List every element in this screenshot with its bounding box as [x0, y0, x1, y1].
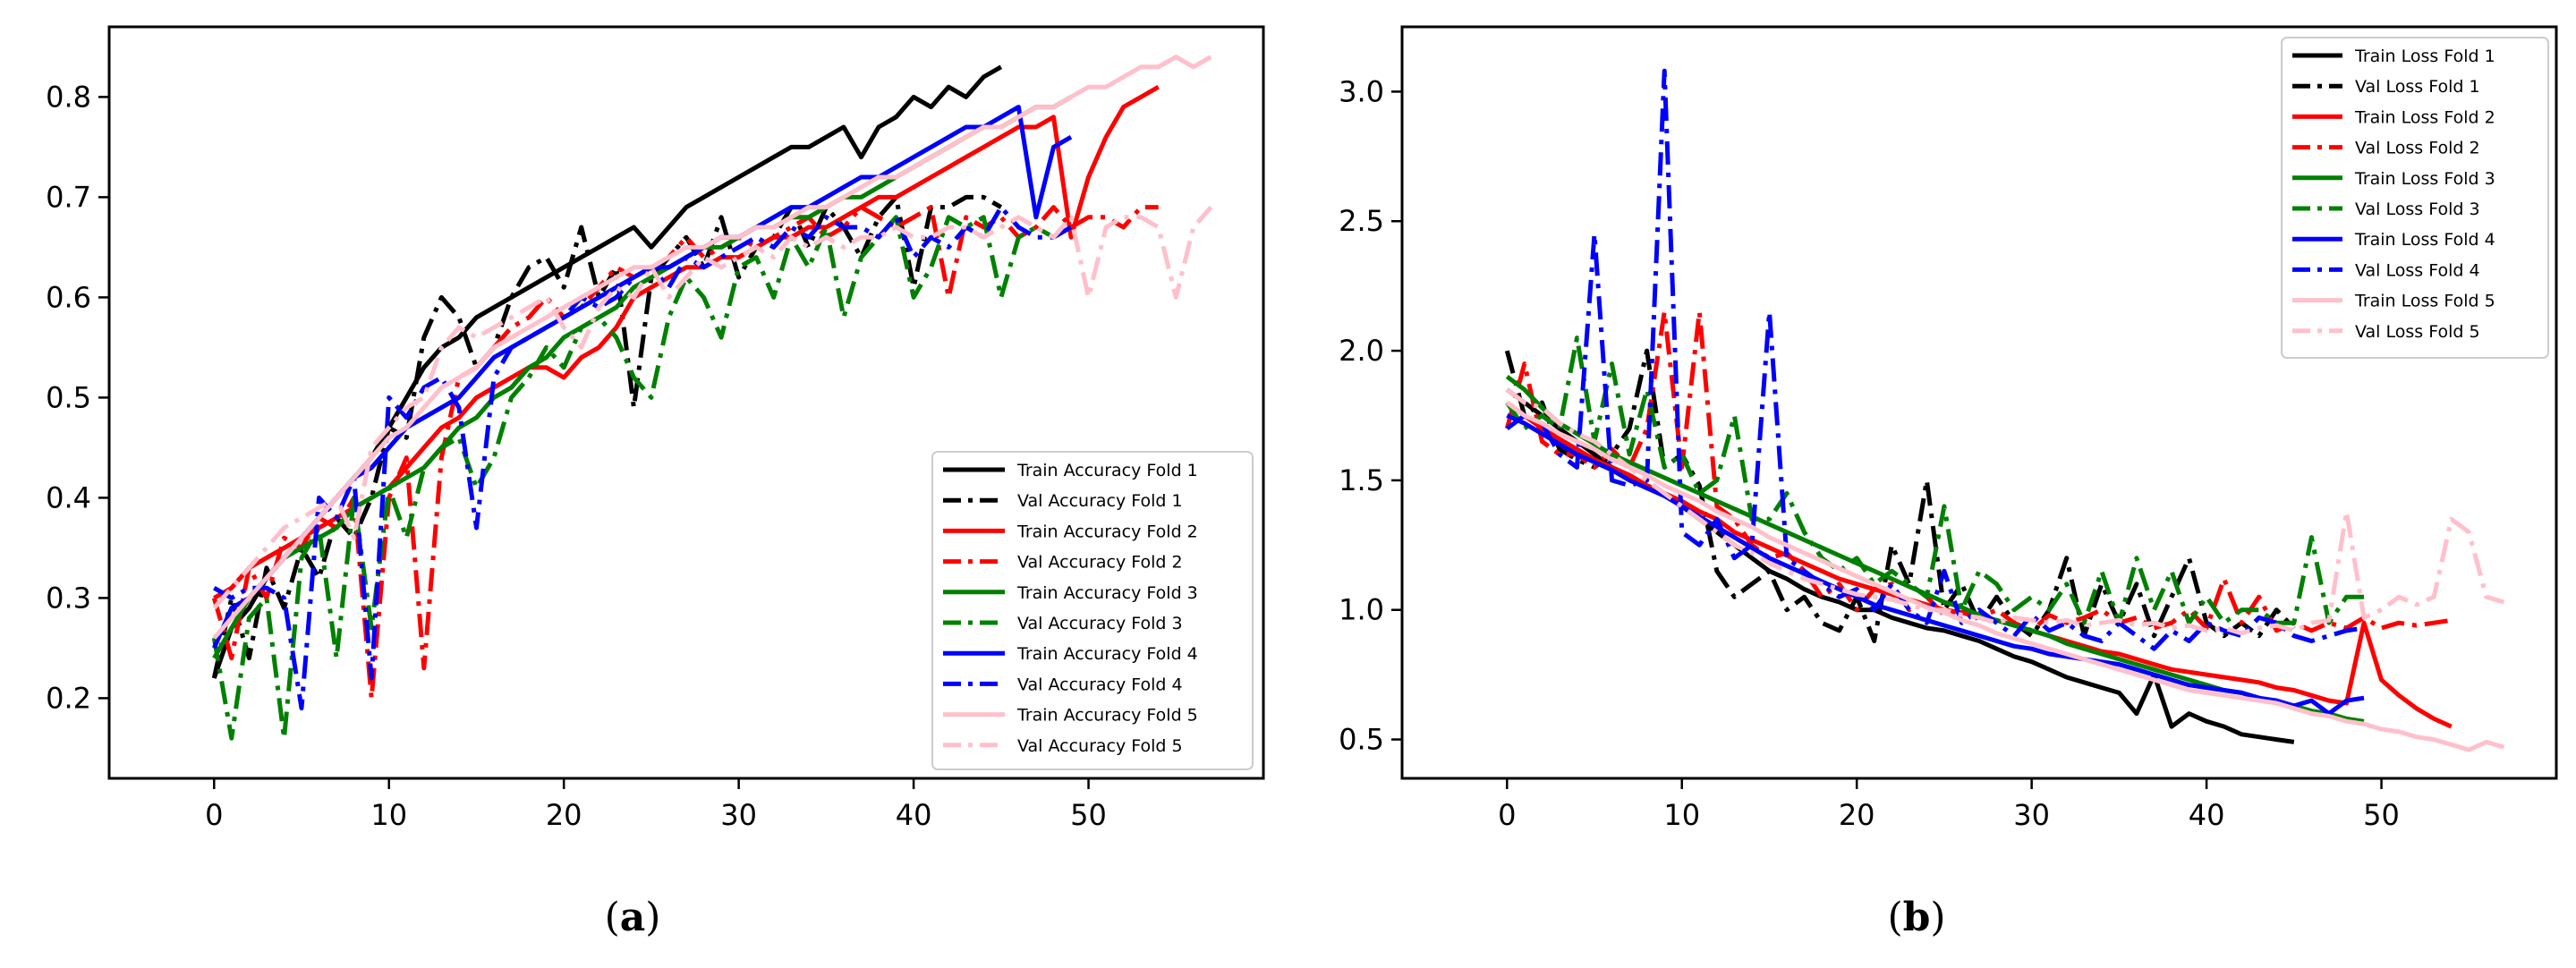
- legend-label: Train Loss Fold 4: [2354, 230, 2495, 250]
- y-tick-label: 0.2: [46, 681, 91, 715]
- series-group: [1504, 68, 2505, 752]
- series-line-10: [212, 205, 1213, 610]
- legend-label: Train Loss Fold 5: [2354, 292, 2495, 311]
- series-line-9: [1505, 400, 2505, 752]
- legend-label: Train Loss Fold 2: [2354, 107, 2495, 127]
- x-tick-label: 50: [1070, 798, 1107, 832]
- series-line-2: [211, 194, 1003, 679]
- x-tick-label: 20: [546, 798, 582, 832]
- y-tick-label: 2.0: [1339, 334, 1384, 368]
- legend: Train Accuracy Fold 1 Val Accuracy Fold 1…: [931, 451, 1254, 770]
- series-line-6: [1505, 335, 2364, 625]
- x-tick-label: 10: [370, 798, 407, 832]
- x-tick-label: 40: [896, 798, 932, 832]
- series-line-8: [1505, 68, 2365, 651]
- y-tick-label: 3.0: [1339, 74, 1384, 108]
- series-line-9: [212, 55, 1212, 640]
- legend-label: Train Loss Fold 1: [2354, 47, 2495, 66]
- x-tick-label: 30: [2013, 798, 2050, 832]
- x-tick-label: 0: [1498, 798, 1516, 832]
- x-tick-label: 10: [1663, 798, 1700, 832]
- y-tick-label: 0.4: [46, 480, 91, 514]
- y-tick-label: 0.5: [1339, 723, 1384, 757]
- legend-box: [2281, 37, 2549, 359]
- panel-b-loss: 0 10 20 30 40 50 0.5 1.0 1.5 2.0 2.5 3.0 Train Loss …: [1339, 25, 2558, 940]
- y-tick-label: 0.7: [46, 180, 91, 214]
- legend-label: Val Loss Fold 3: [2355, 200, 2480, 219]
- y-tick-label: 0.6: [46, 280, 91, 314]
- y-tick-label: 0.5: [46, 380, 91, 414]
- x-tick-label: 20: [1839, 798, 1875, 832]
- legend: Train Loss Fold 1 Val Loss Fold 1 Train Lo…: [2281, 37, 2549, 359]
- legend-label: Train Accuracy Fold 3: [1016, 583, 1198, 603]
- legend-label: Val Accuracy Fold 5: [1017, 736, 1183, 756]
- legend-label: Train Accuracy Fold 1: [1016, 461, 1198, 480]
- y-tick-label: 0.3: [46, 581, 91, 615]
- x-tick-label: 50: [2363, 798, 2400, 832]
- legend-label: Val Loss Fold 1: [2355, 77, 2480, 97]
- legend-label: Val Loss Fold 2: [2355, 139, 2480, 158]
- series-line-3: [1505, 400, 2453, 729]
- legend-box: [931, 451, 1254, 770]
- legend-label: Val Accuracy Fold 4: [1017, 675, 1183, 694]
- series-line-7: [1506, 413, 2365, 717]
- legend-label: Train Accuracy Fold 5: [1016, 706, 1198, 726]
- x-tick-label: 0: [205, 798, 223, 832]
- x-tick-label: 40: [2189, 798, 2225, 832]
- axes-frame: [1400, 25, 2558, 780]
- legend-label: Val Loss Fold 4: [2355, 260, 2480, 280]
- y-tick-label: 2.5: [1339, 204, 1384, 238]
- series-group: [211, 55, 1213, 741]
- panel-a-accuracy: 0 10 20 30 40 50 0.2 0.3 0.4 0.5 0.6 0.7 0.8 Train Ac…: [46, 25, 1265, 940]
- legend-label: Val Accuracy Fold 3: [1017, 614, 1183, 633]
- panel-caption: (b): [1887, 895, 1945, 940]
- legend-label: Train Accuracy Fold 4: [1016, 644, 1198, 664]
- y-tick-label: 0.8: [46, 80, 91, 114]
- legend-label: Val Accuracy Fold 1: [1017, 491, 1183, 511]
- y-tick-label: 1.0: [1339, 593, 1384, 627]
- axes-frame: [107, 25, 1265, 780]
- legend-label: Train Accuracy Fold 2: [1016, 522, 1198, 541]
- legend-label: Train Loss Fold 3: [2354, 169, 2495, 189]
- series-line-1: [211, 64, 1003, 679]
- y-tick-label: 1.5: [1339, 463, 1384, 497]
- series-line-2: [1504, 348, 2296, 643]
- panel-caption: (a): [605, 895, 661, 940]
- x-tick-label: 30: [720, 798, 757, 832]
- legend-label: Val Loss Fold 5: [2355, 322, 2480, 342]
- legend-label: Val Accuracy Fold 2: [1017, 553, 1183, 573]
